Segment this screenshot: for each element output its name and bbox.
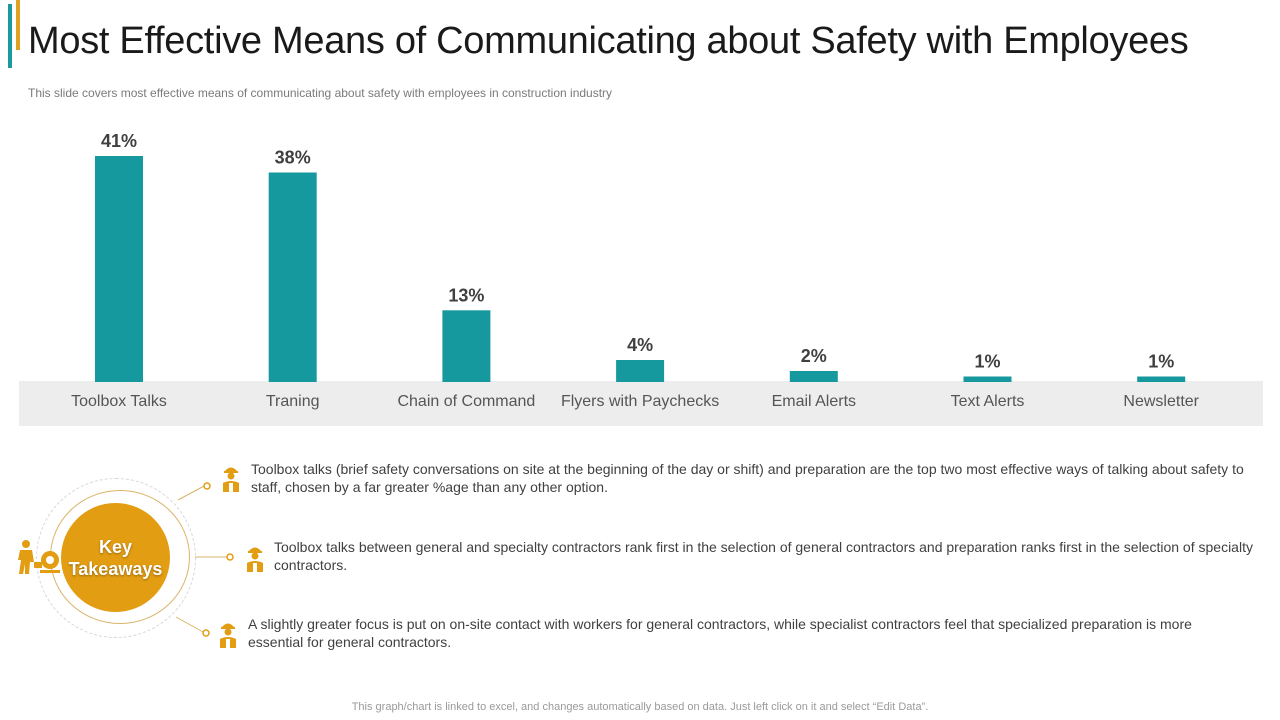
category-label-4: Email Alerts (772, 393, 856, 410)
data-label-0: 41% (101, 131, 137, 151)
accent-bar-teal (8, 4, 12, 68)
worker-icon (223, 467, 239, 492)
bars-group: 41% Toolbox Talks 38% Traning 13% Chain of Co… (71, 131, 1200, 410)
bar-1[interactable] (268, 172, 317, 383)
category-label-0: Toolbox Talks (71, 393, 167, 410)
page-subtitle: This slide covers most effective means o… (28, 86, 613, 100)
connector-line-3 (175, 616, 204, 633)
data-label-4: 2% (801, 346, 827, 366)
takeaway-point-2: Toolbox talks between general and specia… (274, 539, 1253, 573)
bar-2[interactable] (442, 310, 491, 382)
key-takeaways-badge: Key Takeaways (61, 503, 170, 612)
worker-icon (220, 623, 236, 648)
takeaway-point-1: Toolbox talks (brief safety conversation… (251, 461, 1244, 495)
connector-dot-1 (203, 482, 211, 490)
category-label-6: Newsletter (1123, 393, 1199, 410)
takeaway-outer-ring (36, 478, 196, 638)
data-label-2: 13% (448, 285, 484, 305)
data-label-5: 1% (974, 352, 1000, 372)
bar-5[interactable] (963, 376, 1012, 383)
takeaway-point-3: A slightly greater focus is put on on-si… (248, 616, 1192, 650)
key-takeaways-line1: Key (98, 536, 133, 557)
category-label-2: Chain of Command (397, 393, 535, 410)
category-label-1: Traning (266, 393, 320, 410)
bar-0[interactable] (95, 156, 143, 382)
footer-note: This graph/chart is linked to excel, and… (351, 701, 929, 713)
key-takeaways-line2: Takeaways (68, 558, 163, 579)
data-label-3: 4% (627, 335, 653, 355)
connector-lines (175, 482, 234, 637)
accent-bar-gold (16, 0, 20, 50)
bar-6[interactable] (1137, 376, 1186, 383)
axis-label-band (19, 381, 1263, 426)
worker-group-icon (18, 540, 60, 574)
connector-line-1 (177, 485, 205, 501)
category-label-3: Flyers with Paychecks (561, 393, 719, 410)
bar-4[interactable] (789, 371, 838, 382)
bar-chart[interactable]: 41% Toolbox Talks 38% Traning 13% Chain of Co… (0, 0, 1280, 440)
category-label-5: Text Alerts (951, 393, 1025, 410)
worker-icon (247, 547, 263, 572)
connector-dot-3 (202, 629, 210, 637)
connector-dot-2 (226, 553, 234, 561)
data-label-6: 1% (1148, 352, 1174, 372)
data-label-1: 38% (275, 148, 311, 168)
bar-3[interactable] (616, 360, 665, 382)
page-title: Most Effective Means of Communicating ab… (28, 20, 1189, 62)
